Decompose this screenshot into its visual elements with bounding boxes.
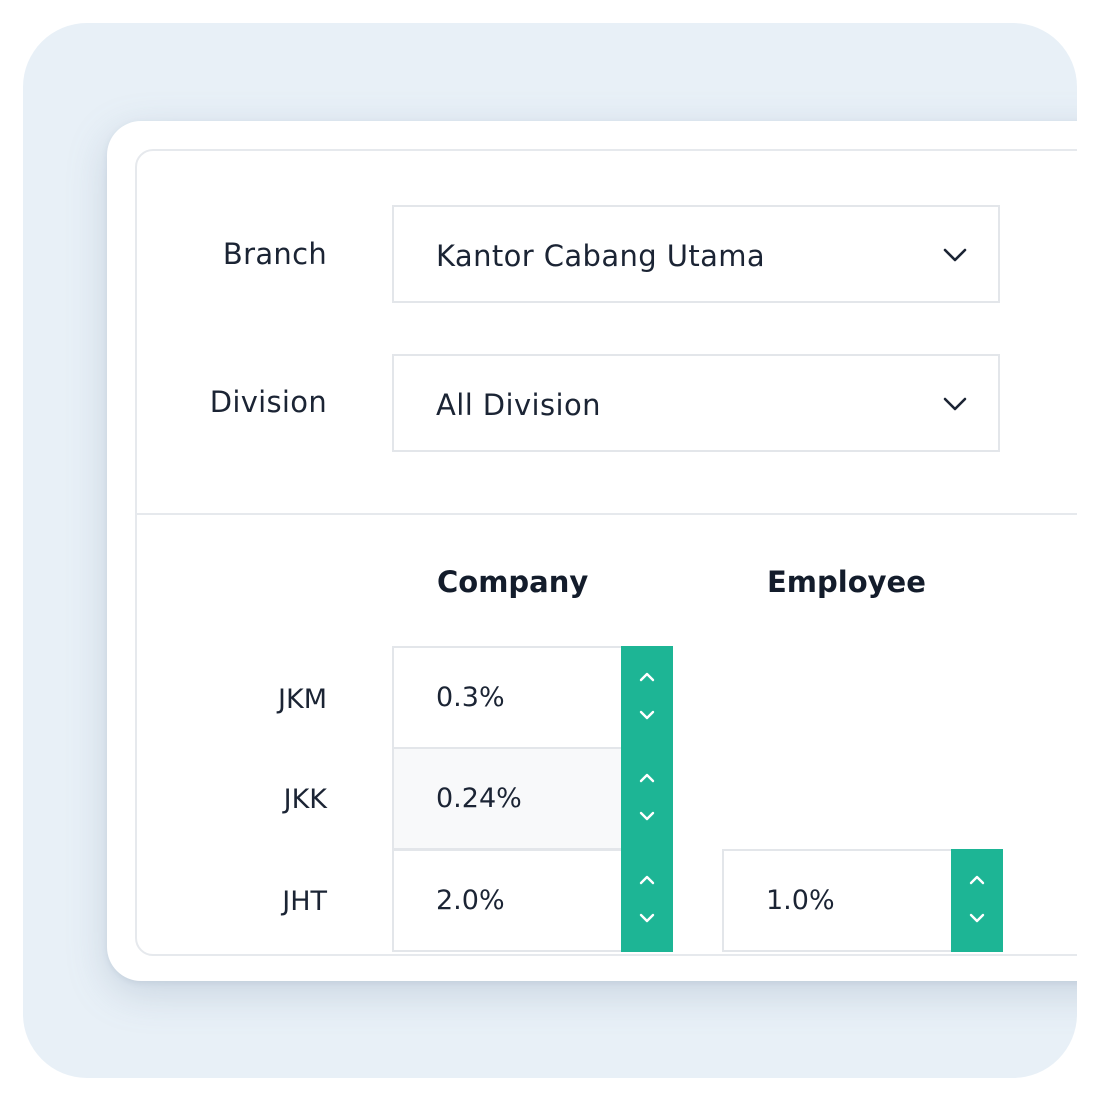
employee-column-header: Employee (767, 565, 926, 599)
jkk-company-stepper[interactable]: 0.24% (392, 747, 673, 850)
company-column-header: Company (437, 565, 589, 599)
chevron-up-icon[interactable] (637, 771, 657, 785)
stepper-buttons (621, 646, 673, 749)
row-label-jkk: JKK (283, 784, 327, 815)
division-select-value: All Division (436, 388, 601, 422)
chevron-down-icon[interactable] (637, 911, 657, 925)
section-divider (137, 513, 1077, 515)
stepper-buttons (621, 849, 673, 952)
row-label-jht: JHT (282, 886, 327, 917)
backdrop: Branch Kantor Cabang Utama Division All … (23, 23, 1077, 1078)
chevron-down-icon[interactable] (637, 809, 657, 823)
stepper-buttons (621, 747, 673, 850)
jkm-company-stepper[interactable]: 0.3% (392, 646, 673, 749)
division-label: Division (209, 385, 327, 419)
jht-employee-value: 1.0% (766, 885, 835, 916)
chevron-down-icon (943, 397, 967, 411)
chevron-down-icon[interactable] (637, 708, 657, 722)
chevron-up-icon[interactable] (967, 873, 987, 887)
branch-select[interactable]: Kantor Cabang Utama (392, 205, 1000, 303)
stepper-buttons (951, 849, 1003, 952)
jkk-company-value: 0.24% (436, 783, 522, 814)
settings-card: Branch Kantor Cabang Utama Division All … (107, 121, 1077, 981)
jht-employee-stepper[interactable]: 1.0% (722, 849, 1003, 952)
jht-company-value: 2.0% (436, 885, 505, 916)
chevron-down-icon (943, 248, 967, 262)
jht-company-stepper[interactable]: 2.0% (392, 849, 673, 952)
branch-select-value: Kantor Cabang Utama (436, 239, 766, 273)
branch-label: Branch (222, 237, 327, 271)
chevron-up-icon[interactable] (637, 670, 657, 684)
jkm-company-value: 0.3% (436, 682, 505, 713)
chevron-down-icon[interactable] (967, 911, 987, 925)
settings-panel: Branch Kantor Cabang Utama Division All … (135, 149, 1077, 956)
row-label-jkm: JKM (278, 684, 327, 715)
chevron-up-icon[interactable] (637, 873, 657, 887)
division-select[interactable]: All Division (392, 354, 1000, 452)
